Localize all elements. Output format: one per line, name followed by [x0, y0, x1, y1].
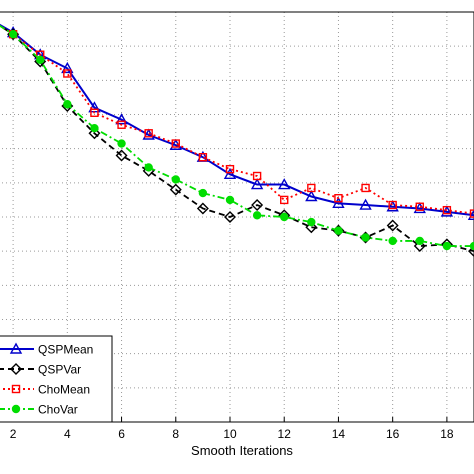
data-point-chomean: [225, 164, 235, 174]
legend-label-chovar: ChoVar: [38, 403, 78, 417]
legend-marker-qspmean: [9, 342, 23, 354]
data-point-chomean: [280, 195, 289, 205]
legend-item-qspmean: QSPMean: [0, 343, 93, 357]
x-axis-label: Smooth Iterations: [191, 443, 293, 458]
data-point-chomean: [469, 209, 474, 218]
data-point-chovar: [388, 236, 397, 246]
data-point-chovar: [63, 100, 72, 109]
data-point-qspvar: [224, 211, 236, 223]
data-point-chovar: [252, 211, 262, 220]
x-tick-label: 12: [278, 427, 292, 441]
data-point-qspvar: [413, 240, 426, 253]
data-point-chomean: [90, 108, 99, 117]
data-point-chovar: [36, 55, 45, 65]
data-point-chovar: [415, 236, 424, 246]
data-point-chomean: [361, 183, 370, 193]
series-group: [0, 23, 474, 258]
legend-item-chomean: ChoMean: [0, 383, 90, 397]
data-point-qspmean: [250, 178, 264, 190]
data-point-chomean: [307, 183, 316, 193]
legend-label-qspmean: QSPMean: [38, 343, 93, 357]
series-chomean: [0, 24, 474, 218]
x-tick-label: 10: [223, 427, 237, 441]
data-point-qspvar: [386, 219, 399, 232]
data-point-qspmean: [332, 196, 345, 209]
x-tick-label: 14: [332, 427, 346, 441]
series-qspvar: [0, 24, 474, 258]
x-tick-label: 18: [440, 427, 454, 441]
grid: [0, 12, 474, 422]
data-point-chovar: [90, 123, 99, 133]
data-point-chovar: [469, 241, 474, 251]
series-line-qspmean: [0, 23, 474, 217]
data-point-qspvar: [305, 221, 318, 234]
x-tick-label: 2: [10, 427, 17, 441]
series-qspmean: [0, 23, 474, 220]
x-tick-label: 4: [64, 427, 71, 441]
legend-item-qspvar: QSPVar: [0, 363, 81, 377]
series-line-qspvar: [0, 24, 474, 253]
data-point-chomean: [117, 120, 126, 129]
data-point-qspmean: [467, 208, 474, 220]
legend-marker-chomean: [11, 384, 21, 394]
data-point-chovar: [8, 30, 18, 39]
data-point-qspmean: [278, 178, 291, 190]
data-point-chovar: [307, 217, 316, 227]
data-point-qspvar: [251, 199, 264, 212]
data-point-chomean: [198, 153, 208, 162]
data-point-chomean: [252, 171, 262, 181]
data-point-chovar: [442, 241, 452, 251]
data-point-qspvar: [468, 245, 474, 258]
data-point-qspmean: [142, 128, 155, 140]
series-line-chovar: [0, 24, 474, 247]
data-point-chovar: [171, 175, 180, 184]
data-point-qspmean: [305, 190, 318, 202]
x-tick-label: 8: [172, 427, 179, 441]
data-point-chovar: [198, 188, 208, 198]
data-point-chovar: [280, 212, 289, 222]
data-point-qspvar: [115, 149, 128, 162]
data-point-chomean: [334, 194, 343, 203]
data-point-chovar: [117, 139, 126, 148]
data-point-qspmean: [223, 167, 237, 179]
legend-label-chomean: ChoMean: [38, 383, 90, 397]
data-point-chovar: [334, 226, 343, 235]
series-chovar: [0, 24, 474, 251]
data-point-qspvar: [169, 183, 182, 196]
data-point-qspmean: [386, 200, 399, 212]
data-point-chovar: [225, 195, 235, 205]
legend-marker-qspvar: [10, 363, 22, 375]
legend-marker-chovar: [11, 404, 21, 414]
legend-item-chovar: ChoVar: [0, 403, 78, 417]
data-point-chomean: [442, 205, 452, 215]
data-point-chomean: [63, 69, 72, 78]
data-point-qspmean: [440, 205, 454, 217]
data-point-qspmean: [359, 198, 372, 210]
x-tick-label: 6: [118, 427, 125, 441]
data-point-qspvar: [88, 127, 101, 140]
data-point-chomean: [171, 139, 180, 148]
data-point-chovar: [144, 163, 153, 172]
x-tick-label: 16: [386, 427, 400, 441]
data-point-qspvar: [196, 202, 209, 215]
data-point-chomean: [388, 200, 397, 210]
legend: QSPMean QSPVar ChoMean ChoVar: [0, 335, 113, 423]
data-point-chomean: [144, 129, 153, 138]
data-point-qspmean: [115, 113, 128, 125]
legend-label-qspvar: QSPVar: [38, 363, 81, 377]
data-point-qspmean: [61, 61, 74, 74]
data-point-chomean: [415, 202, 424, 211]
data-point-chovar: [361, 233, 370, 242]
data-point-qspmean: [413, 202, 426, 214]
